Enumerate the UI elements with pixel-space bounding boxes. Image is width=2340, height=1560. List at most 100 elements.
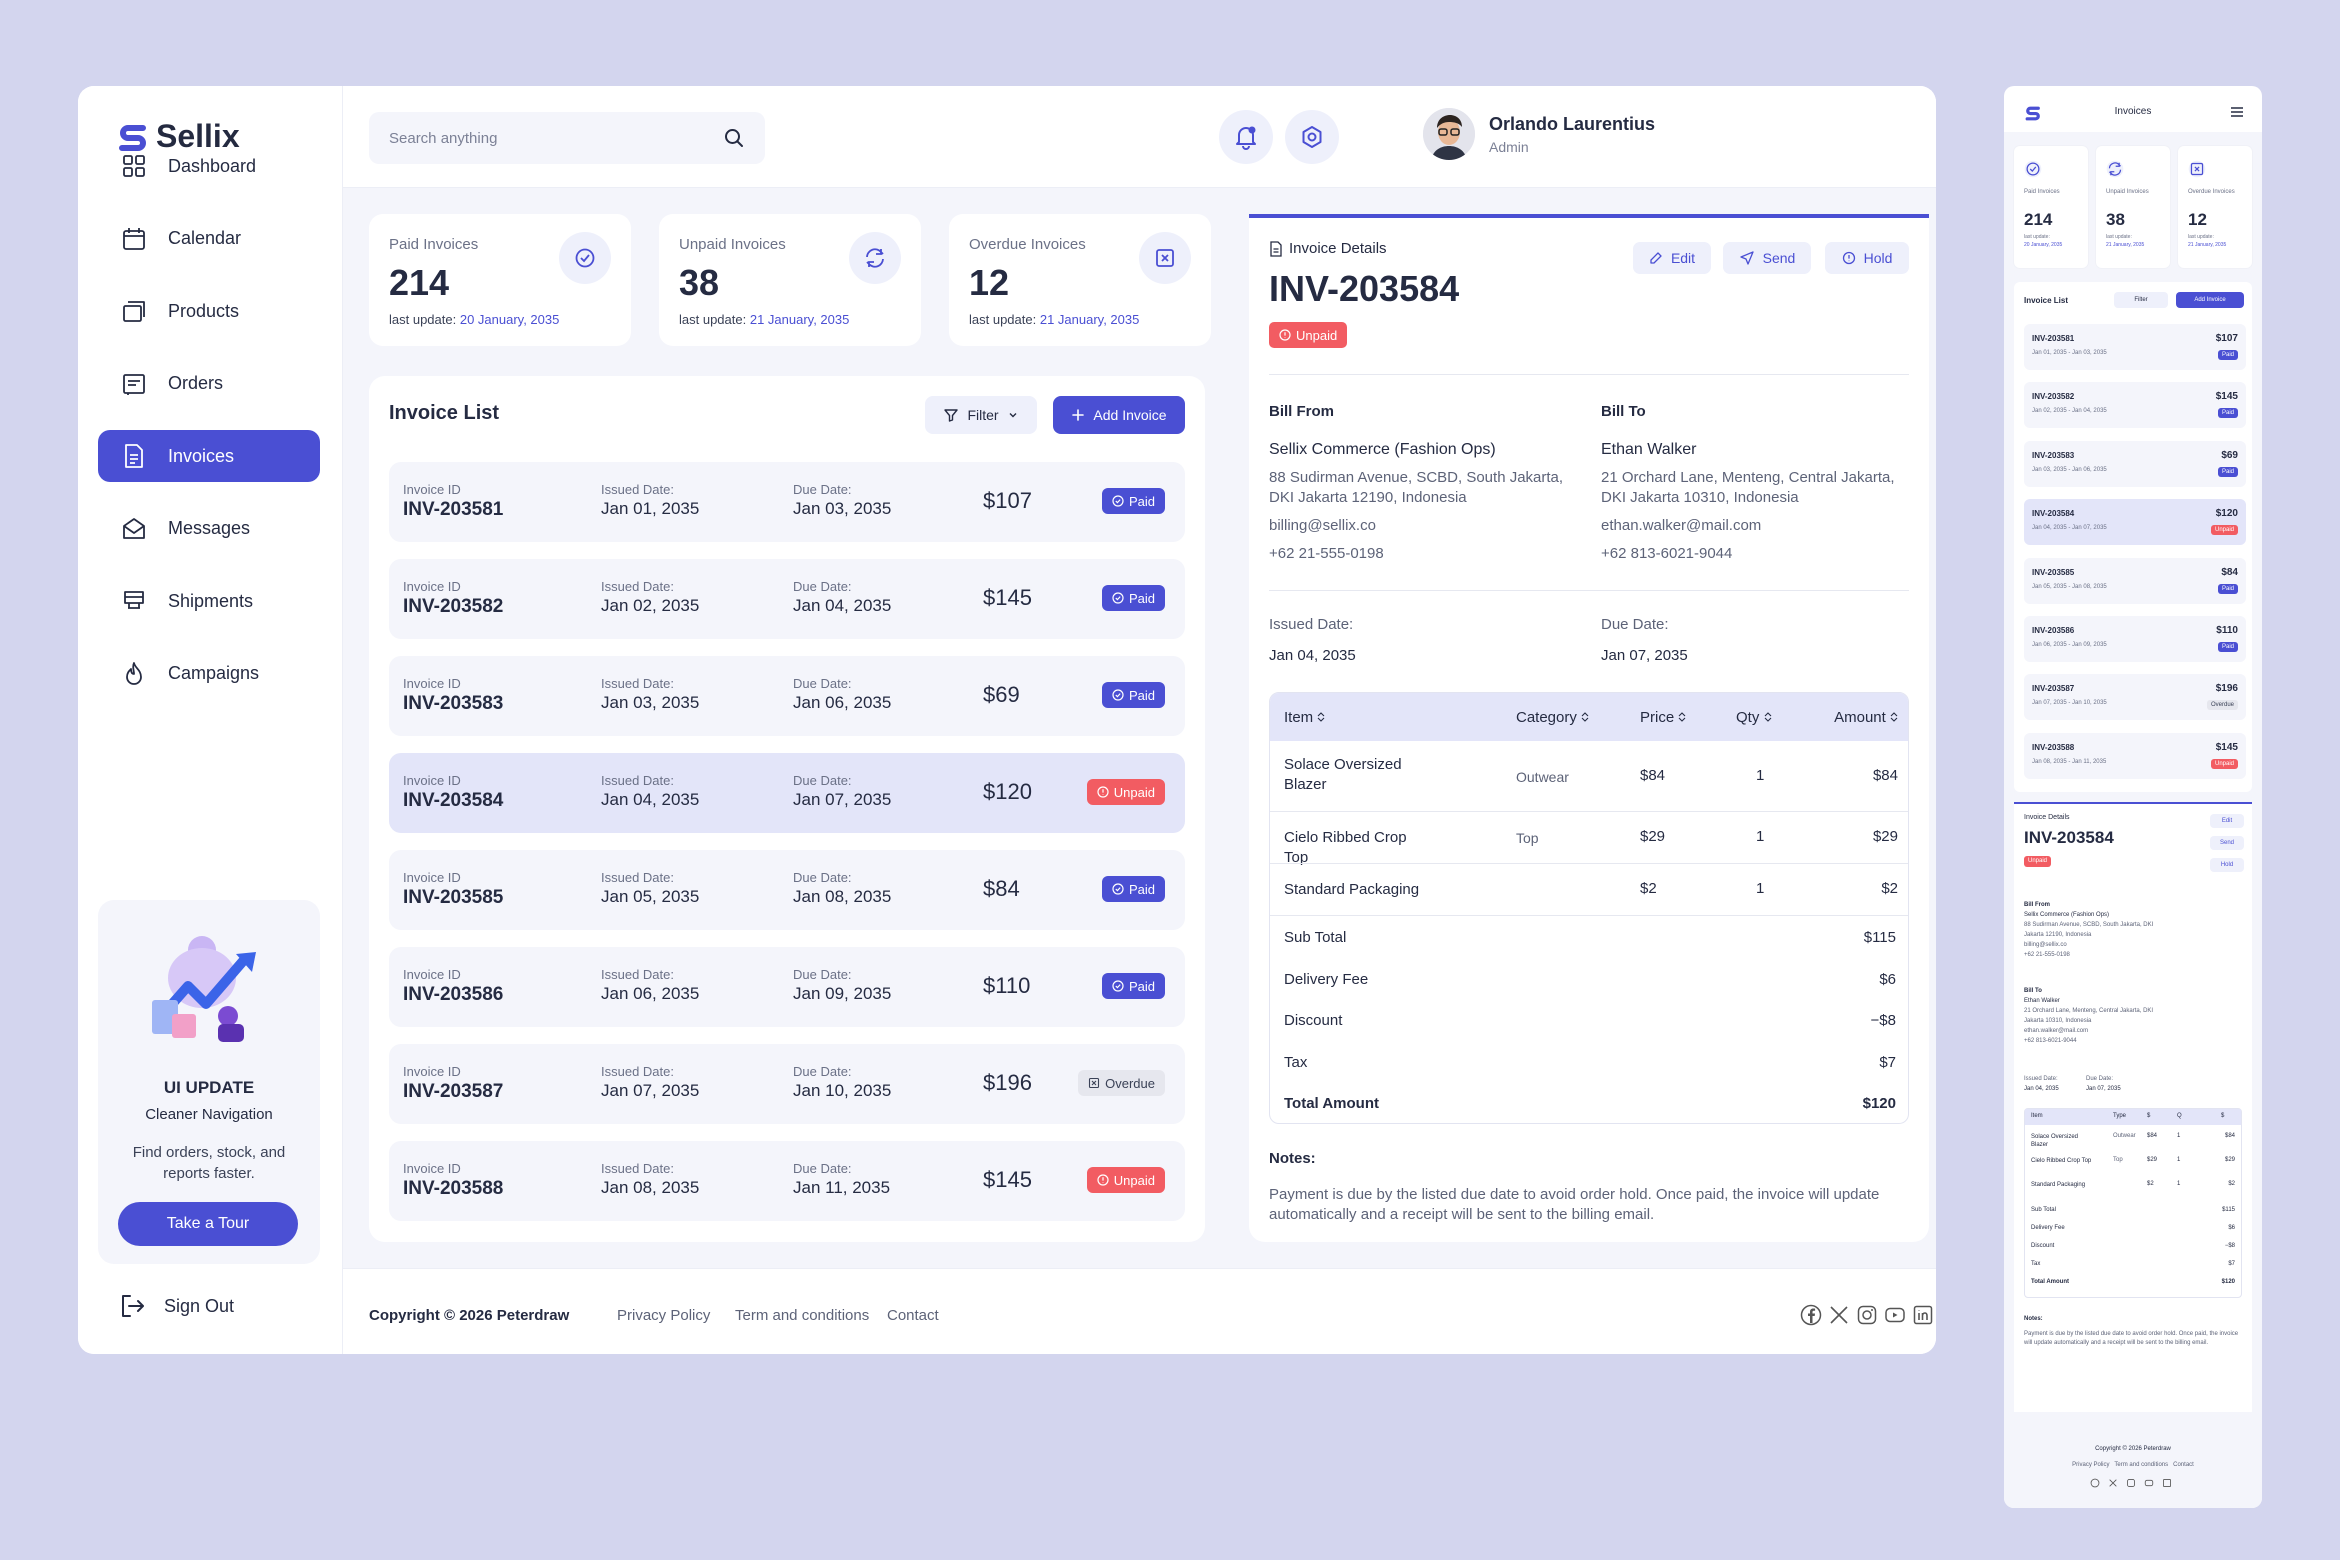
sidebar-item-products[interactable]: Products bbox=[98, 285, 320, 337]
mobile-send-button[interactable]: Send bbox=[2210, 836, 2244, 850]
mobile-invoice-dates: Jan 03, 2035 - Jan 06, 2035 bbox=[2032, 466, 2107, 473]
x-icon[interactable] bbox=[1827, 1303, 1851, 1327]
mobile-add-invoice-button[interactable]: Add Invoice bbox=[2176, 292, 2244, 308]
menu-icon[interactable] bbox=[2230, 106, 2244, 118]
cell-value: INV-203585 bbox=[403, 887, 504, 908]
table-row[interactable]: Invoice ID INV-203584 Issued Date: Jan 04, … bbox=[389, 753, 1185, 833]
table-header-amount[interactable]: Amount bbox=[1834, 709, 1898, 726]
sidebar-item-label: Shipments bbox=[168, 590, 254, 611]
youtube-icon[interactable] bbox=[1883, 1303, 1907, 1327]
notes-block: Notes: Payment is due by the listed due … bbox=[1269, 1150, 1909, 1225]
mobile-list-item[interactable]: INV-203582 Jan 02, 2035 - Jan 04, 2035 $14… bbox=[2024, 382, 2246, 429]
cell-value: Jan 09, 2035 bbox=[793, 984, 892, 1003]
invoice-list-title: Invoice List bbox=[389, 402, 500, 424]
user-profile[interactable]: Orlando Laurentius Admin bbox=[1423, 108, 1655, 160]
table-row[interactable]: Invoice ID INV-203586 Issued Date: Jan 06, … bbox=[389, 947, 1185, 1027]
calendar-icon bbox=[123, 227, 145, 250]
take-a-tour-button[interactable]: Take a Tour bbox=[118, 1202, 298, 1246]
stat-update: last update: 21 January, 2035 bbox=[679, 312, 849, 327]
invoice-issued-cell: Issued Date: Jan 02, 2035 bbox=[601, 579, 699, 616]
filter-button[interactable]: Filter bbox=[925, 396, 1037, 434]
table-row[interactable]: Invoice ID INV-203585 Issued Date: Jan 05, … bbox=[389, 850, 1185, 930]
bell-icon bbox=[1236, 126, 1256, 150]
instagram-icon[interactable] bbox=[2126, 1478, 2136, 1488]
avatar[interactable] bbox=[1423, 108, 1475, 160]
search-box[interactable] bbox=[369, 112, 765, 164]
mobile-list-item[interactable]: INV-203587 Jan 07, 2035 - Jan 10, 2035 $19… bbox=[2024, 674, 2246, 721]
table-row[interactable]: Invoice ID INV-203587 Issued Date: Jan 07, … bbox=[389, 1044, 1185, 1124]
table-header-price[interactable]: Price bbox=[1640, 709, 1686, 726]
facebook-icon[interactable] bbox=[2090, 1478, 2100, 1488]
mobile-contact-link[interactable]: Contact bbox=[2173, 1462, 2194, 1468]
check-circle-icon bbox=[1112, 980, 1124, 992]
send-button[interactable]: Send bbox=[1723, 242, 1811, 274]
sidebar-item-label: Products bbox=[168, 300, 240, 321]
check-badge-icon bbox=[2024, 160, 2042, 178]
table-header-category[interactable]: Category bbox=[1516, 709, 1589, 726]
sidebar-item-dashboard[interactable]: Dashboard bbox=[98, 140, 320, 192]
table-row[interactable]: Invoice ID INV-203583 Issued Date: Jan 03, … bbox=[389, 656, 1185, 736]
mobile-list-item[interactable]: INV-203585 Jan 05, 2035 - Jan 08, 2035 $84… bbox=[2024, 557, 2246, 604]
sidebar-item-orders[interactable]: Orders bbox=[98, 358, 320, 410]
settings-button[interactable] bbox=[1285, 110, 1339, 164]
sign-out-button[interactable]: Sign Out bbox=[118, 1292, 234, 1320]
mobile-item-qty: 1 bbox=[2177, 1133, 2181, 1139]
search-icon[interactable] bbox=[723, 127, 745, 149]
due-date-block: Due Date: Jan 07, 2035 bbox=[1601, 616, 1688, 664]
table-row[interactable]: Invoice ID INV-203588 Issued Date: Jan 08, … bbox=[389, 1141, 1185, 1221]
mobile-issued-label: Issued Date: bbox=[2024, 1076, 2058, 1082]
promo-title: UI UPDATE bbox=[163, 1078, 255, 1097]
contact-link[interactable]: Contact bbox=[887, 1307, 939, 1324]
sidebar-item-messages[interactable]: Messages bbox=[98, 503, 320, 555]
mobile-filter-button[interactable]: Filter bbox=[2114, 292, 2168, 308]
x-icon[interactable] bbox=[2108, 1478, 2118, 1488]
add-invoice-button[interactable]: Add Invoice bbox=[1053, 396, 1185, 434]
bill-to-phone: +62 813-6021-9044 bbox=[1601, 545, 1733, 562]
table-header-item[interactable]: Item bbox=[1284, 709, 1325, 726]
item-name: Solace Oversized Blazer bbox=[1284, 756, 1402, 793]
terms-link[interactable]: Term and conditions bbox=[735, 1307, 870, 1324]
stat-update-prefix: last update: bbox=[679, 312, 747, 327]
youtube-icon[interactable] bbox=[2144, 1478, 2154, 1488]
cell-value: Jan 02, 2035 bbox=[601, 596, 700, 615]
edit-button[interactable]: Edit bbox=[1633, 242, 1711, 274]
status-label: Paid bbox=[1128, 881, 1155, 897]
linkedin-icon[interactable] bbox=[2162, 1478, 2172, 1488]
sidebar-item-campaigns[interactable]: Campaigns bbox=[98, 648, 320, 700]
mobile-due-value: Jan 07, 2035 bbox=[2086, 1086, 2121, 1092]
sidebar-item-shipments[interactable]: Shipments bbox=[98, 575, 320, 627]
instagram-icon[interactable] bbox=[1855, 1303, 1879, 1327]
sidebar-item-calendar[interactable]: Calendar bbox=[98, 213, 320, 265]
bill-from-block: Bill From Sellix Commerce (Fashion Ops) … bbox=[1269, 402, 1569, 572]
mobile-hold-button[interactable]: Hold bbox=[2210, 858, 2244, 872]
cell-label: Issued Date: bbox=[601, 1161, 674, 1176]
invoice-details-heading: Invoice Details bbox=[1269, 240, 1387, 257]
linkedin-icon[interactable] bbox=[1911, 1303, 1935, 1327]
invoice-number: INV-203584 bbox=[1269, 268, 1460, 309]
hold-button[interactable]: Hold bbox=[1825, 242, 1909, 274]
document-icon bbox=[1270, 240, 1282, 257]
mobile-list-item[interactable]: INV-203583 Jan 03, 2035 - Jan 06, 2035 $69… bbox=[2024, 440, 2246, 487]
bill-to-title: Bill To bbox=[1601, 403, 1646, 420]
mobile-list-item[interactable]: INV-203584 Jan 04, 2035 - Jan 07, 2035 $12… bbox=[2024, 499, 2246, 546]
brand-logo[interactable]: Sellix bbox=[116, 118, 240, 155]
mobile-terms-link[interactable]: Term and conditions bbox=[2114, 1462, 2169, 1468]
privacy-policy-link[interactable]: Privacy Policy bbox=[617, 1307, 711, 1324]
cell-label: Invoice ID bbox=[403, 482, 461, 497]
mobile-edit-button[interactable]: Edit bbox=[2210, 814, 2244, 828]
search-input[interactable] bbox=[389, 129, 709, 147]
sidebar-item-invoices[interactable]: Invoices bbox=[98, 430, 320, 482]
table-header-qty[interactable]: Qty bbox=[1736, 709, 1772, 726]
mobile-list-item[interactable]: INV-203588 Jan 08, 2035 - Jan 11, 2035 $14… bbox=[2024, 732, 2246, 779]
mobile-privacy-link[interactable]: Privacy Policy bbox=[2072, 1462, 2110, 1468]
table-row[interactable]: Invoice ID INV-203582 Issued Date: Jan 02, … bbox=[389, 559, 1185, 639]
mobile-list-item[interactable]: INV-203586 Jan 06, 2035 - Jan 09, 2035 $11… bbox=[2024, 616, 2246, 662]
facebook-icon[interactable] bbox=[1799, 1303, 1823, 1327]
mobile-invoice-dates: Jan 05, 2035 - Jan 08, 2035 bbox=[2032, 583, 2107, 590]
table-row[interactable]: Invoice ID INV-203581 Issued Date: Jan 01, … bbox=[389, 462, 1185, 542]
promo-illustration-icon bbox=[152, 936, 256, 1042]
check-circle-icon bbox=[1112, 495, 1124, 507]
mobile-list-item[interactable]: INV-203581 Jan 01, 2035 - Jan 03, 2035 $10… bbox=[2024, 324, 2246, 370]
notifications-button[interactable] bbox=[1219, 110, 1273, 164]
filter-label: Filter bbox=[967, 407, 999, 423]
